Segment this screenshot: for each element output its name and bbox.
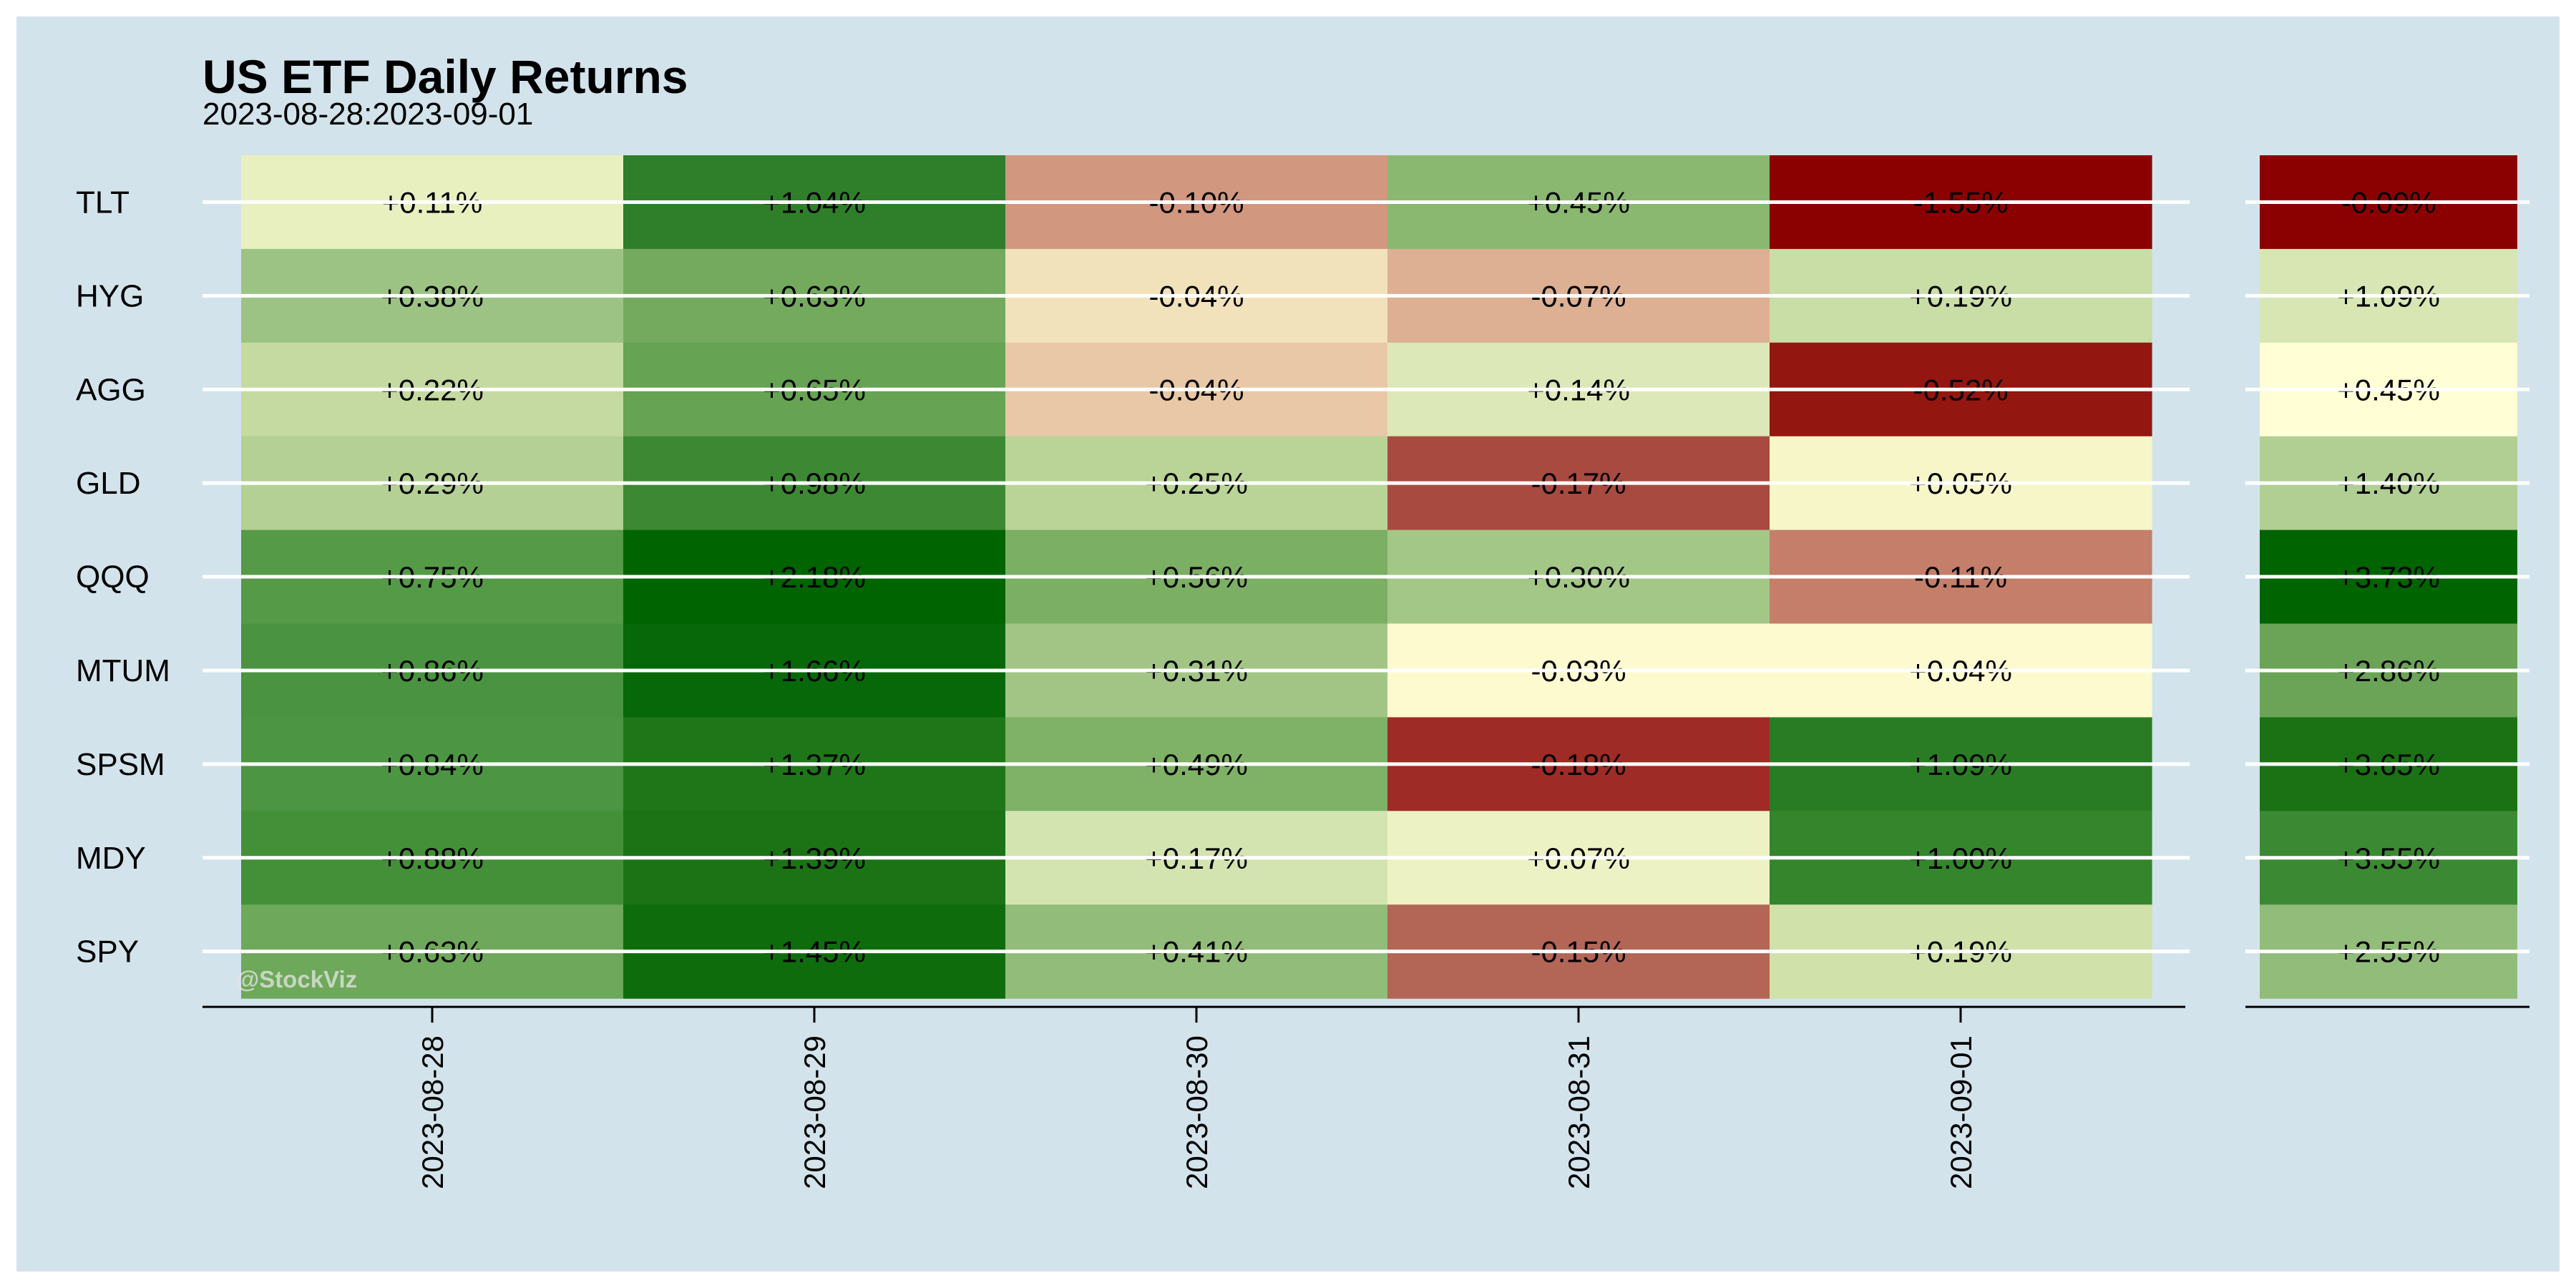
x-tick-label: 2023-08-28 (416, 1035, 449, 1189)
watermark: @StockViz (236, 966, 357, 992)
row-label-spsm: SPSM (76, 747, 165, 782)
row-label-qqq: QQQ (76, 560, 150, 595)
row-label-spy: SPY (76, 935, 139, 970)
row-label-mdy: MDY (76, 841, 146, 876)
row-label-tlt: TLT (76, 185, 130, 220)
x-tick-label: 2023-09-01 (1944, 1035, 1978, 1189)
row-label-mtum: MTUM (76, 653, 170, 688)
row-label-gld: GLD (76, 466, 140, 501)
chart-title: US ETF Daily Returns (203, 50, 688, 103)
x-tick-label: 2023-08-31 (1562, 1035, 1596, 1189)
row-label-hyg: HYG (76, 278, 144, 313)
chart-subtitle: 2023-08-28:2023-09-01 (203, 97, 533, 132)
labels: TLT HYG AGG GLD QQQ MTUM SPSM MDY SPY 2023-08-28 2… (76, 185, 1978, 1189)
x-tick-label: 2023-08-29 (798, 1035, 831, 1189)
axes (203, 200, 2529, 1023)
x-tick-label: 2023-08-30 (1180, 1035, 1214, 1189)
row-label-agg: AGG (76, 372, 146, 407)
